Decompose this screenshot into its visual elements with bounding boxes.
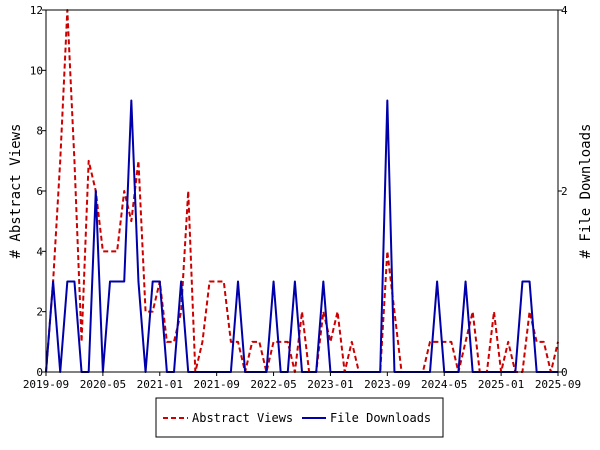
legend-label-abstract-views: Abstract Views xyxy=(192,411,293,425)
y-tick-label-right: 2 xyxy=(561,185,568,198)
series-line-abstract-views xyxy=(45,9,559,373)
plot-marks xyxy=(45,9,559,373)
x-tick-label: 2022-05 xyxy=(250,378,296,391)
legend: Abstract Views File Downloads xyxy=(155,397,444,438)
x-tick-label: 2023-09 xyxy=(364,378,410,391)
y-tick-label-left: 0 xyxy=(36,366,43,379)
series-line-file-downloads xyxy=(45,99,558,373)
x-tick-label: 2020-05 xyxy=(80,378,126,391)
x-tick-label: 2019-09 xyxy=(23,378,69,391)
y-axis-title-left: # Abstract Views xyxy=(8,124,24,259)
legend-label-file-downloads: File Downloads xyxy=(330,411,431,425)
y-tick-label-right: 0 xyxy=(561,366,568,379)
y-tick-label-left: 6 xyxy=(36,185,43,198)
x-tick-label: 2024-05 xyxy=(421,378,467,391)
y-axis-title-right: # File Downloads xyxy=(578,124,594,259)
x-tick-label: 2023-01 xyxy=(307,378,353,391)
legend-box xyxy=(155,397,444,438)
y-tick-label-right: 4 xyxy=(561,4,568,17)
x-tick-label: 2025-01 xyxy=(478,378,524,391)
y-tick-label-left: 8 xyxy=(36,125,43,138)
y-tick-label-left: 2 xyxy=(36,306,43,319)
y-tick-label-left: 4 xyxy=(36,245,43,258)
x-tick-label: 2021-01 xyxy=(137,378,183,391)
ticks-layer: 0 2 4 6 8 10 12 0 2 4 2019-09 2020-05 2021-01 2021-09… xyxy=(23,4,581,391)
x-tick-label: 2021-09 xyxy=(193,378,239,391)
y-tick-label-left: 10 xyxy=(30,64,43,77)
x-tick-label: 2025-09 xyxy=(535,378,581,391)
y-tick-label-left: 12 xyxy=(30,4,43,17)
